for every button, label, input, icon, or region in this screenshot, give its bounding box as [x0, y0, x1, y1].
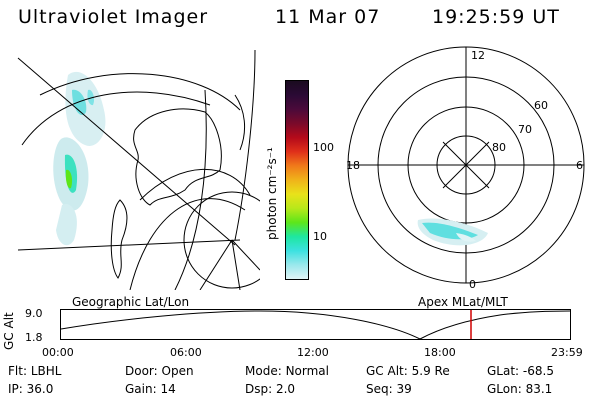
footer-gcalt-value: 5.9 Re	[411, 364, 450, 378]
footer-glon-label: GLon:	[487, 382, 522, 396]
left-map-label: Geographic Lat/Lon	[72, 295, 190, 309]
colorbar	[285, 80, 309, 280]
altitude-xtick-2359: 23:59	[551, 346, 583, 359]
footer-dsp-value: 2.0	[275, 382, 296, 396]
footer-glon-value: 83.1	[525, 382, 553, 396]
colorbar-label-holder: photon cm⁻²s⁻¹	[265, 147, 283, 240]
mlt-label-0: 0	[469, 278, 476, 290]
mlt-label-18: 18	[346, 159, 360, 172]
footer-seq: Seq: 39	[366, 382, 412, 396]
coastlines	[110, 94, 246, 279]
geographic-map	[17, 50, 260, 290]
footer-dsp-label: Dsp:	[245, 382, 273, 396]
footer-dsp: Dsp: 2.0	[245, 382, 295, 396]
altitude-xtick-0600: 06:00	[170, 346, 202, 359]
footer-ip: IP: 36.0	[8, 382, 53, 396]
aurora-emission-left	[53, 71, 106, 246]
footer-ip-value: 36.0	[26, 382, 54, 396]
footer-gain-label: Gain:	[125, 382, 157, 396]
altitude-ytick-max: 9.0	[25, 307, 43, 320]
mlat-label-60: 60	[534, 99, 548, 112]
footer-filter: Flt: LBHL	[8, 364, 61, 378]
altitude-xtick-0000: 00:00	[42, 346, 74, 359]
observation-date: 11 Mar 07	[275, 6, 381, 28]
footer-door: Door: Open	[125, 364, 194, 378]
map-gridlines	[17, 50, 260, 290]
altitude-curve	[60, 310, 571, 340]
footer-mode-label: Mode:	[245, 364, 282, 378]
polar-mlat-mlt-plot: 12 18 6 0 60 70 80	[346, 46, 585, 290]
footer-seq-value: 39	[396, 382, 412, 396]
altitude-xtick-1200: 12:00	[297, 346, 329, 359]
altitude-plot	[60, 309, 571, 340]
footer-gain: Gain: 14	[125, 382, 176, 396]
footer-glon: GLon: 83.1	[487, 382, 552, 396]
altitude-plot-frame	[60, 309, 571, 340]
footer-gcalt: GC Alt: 5.9 Re	[366, 364, 450, 378]
footer-door-label: Door:	[125, 364, 158, 378]
aurora-emission-polar	[417, 218, 488, 246]
altitude-axis-label-holder: GC Alt	[0, 312, 18, 350]
footer-ip-label: IP:	[8, 382, 23, 396]
footer-gain-value: 14	[160, 382, 176, 396]
instrument-title: Ultraviolet Imager	[18, 6, 209, 28]
footer-seq-label: Seq:	[366, 382, 393, 396]
polar-rings	[347, 46, 585, 284]
footer-glat-label: GLat:	[487, 364, 520, 378]
altitude-axis-label: GC Alt	[2, 312, 16, 350]
mlt-label-6: 6	[576, 159, 583, 172]
altitude-ytick-min: 1.8	[25, 331, 43, 344]
colorbar-tick-100: 100	[313, 141, 334, 154]
right-map-label: Apex MLat/MLT	[418, 295, 508, 309]
mlat-label-80: 80	[492, 141, 506, 154]
footer-filter-label: Flt:	[8, 364, 27, 378]
footer-door-value: Open	[161, 364, 194, 378]
altitude-xtick-1800: 18:00	[424, 346, 456, 359]
footer-filter-value: LBHL	[30, 364, 62, 378]
footer-mode-value: Normal	[285, 364, 329, 378]
colorbar-unit-label: photon cm⁻²s⁻¹	[265, 147, 279, 240]
footer-mode: Mode: Normal	[245, 364, 329, 378]
observation-time: 19:25:59 UT	[432, 6, 560, 28]
footer-glat: GLat: -68.5	[487, 364, 554, 378]
footer-gcalt-label: GC Alt:	[366, 364, 408, 378]
footer-glat-value: -68.5	[522, 364, 554, 378]
colorbar-tick-10: 10	[313, 230, 327, 243]
mlt-label-12: 12	[471, 49, 485, 62]
mlat-label-70: 70	[518, 123, 532, 136]
